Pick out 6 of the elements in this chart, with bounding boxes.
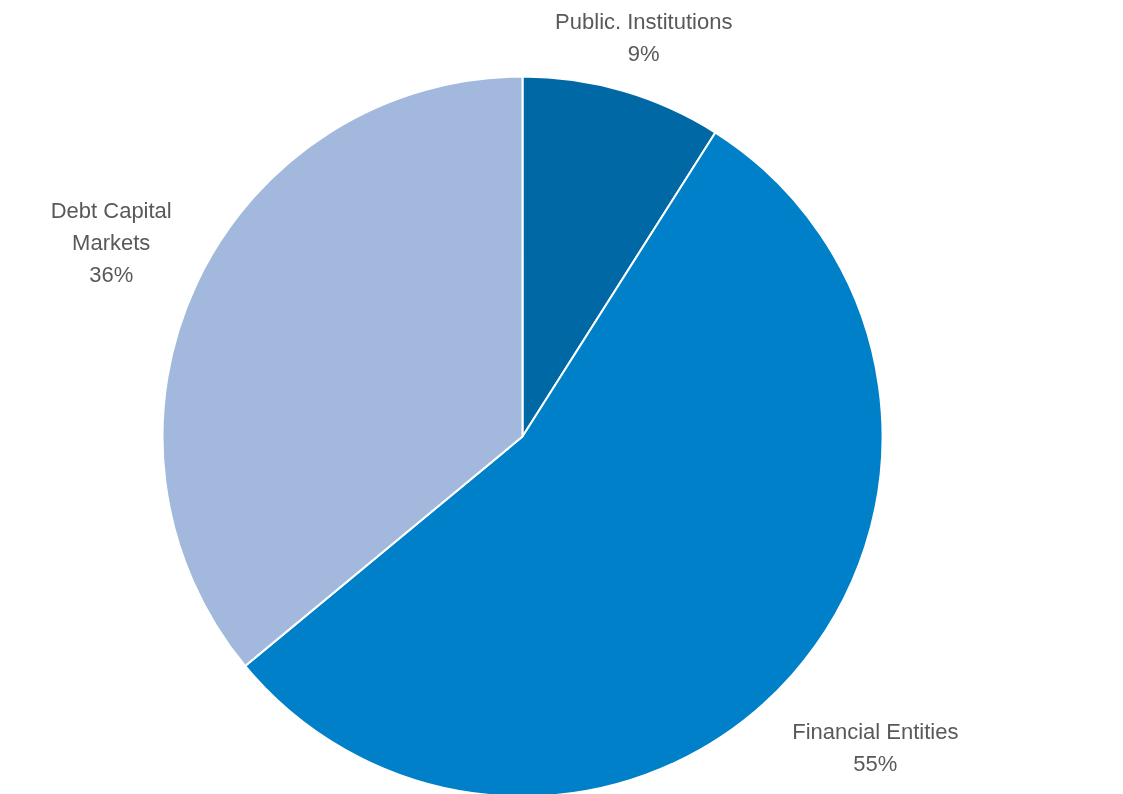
data-label: 55%	[853, 751, 898, 777]
data-label: 9%	[627, 41, 660, 66]
slice-label: Debt Capital Markets	[50, 198, 172, 256]
slice-label: Public. Institutions	[555, 9, 733, 34]
data-label: 36%	[89, 262, 134, 288]
slice-label: Financial Entities	[792, 719, 959, 745]
